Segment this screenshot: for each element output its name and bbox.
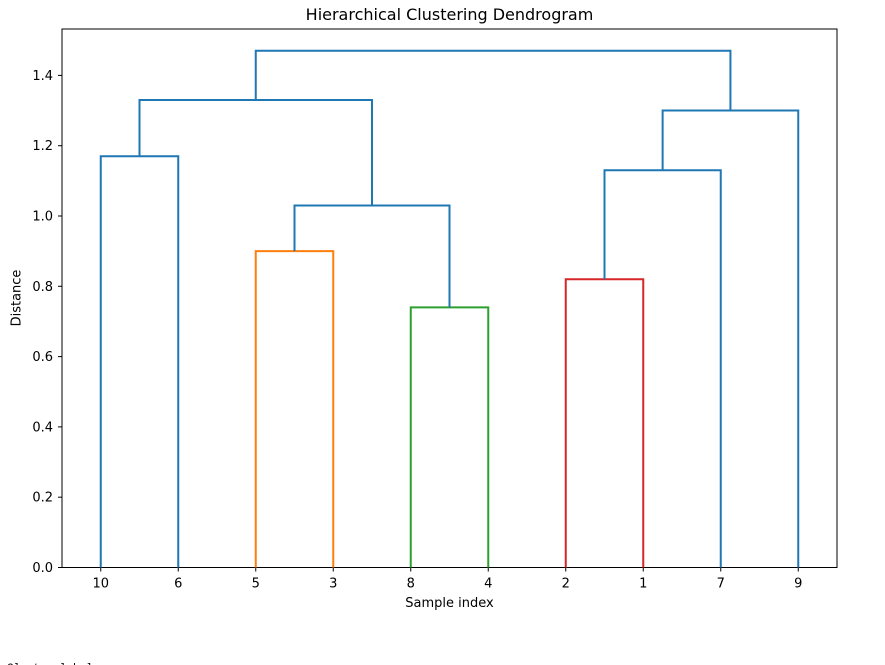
y-tick-label: 0.8	[32, 280, 53, 295]
leaf-label: 5	[252, 577, 260, 592]
leaf-label: 8	[407, 577, 415, 592]
y-tick-label: 0.4	[32, 420, 53, 435]
leaf-label: 6	[174, 577, 182, 592]
y-tick-label: 0.2	[32, 491, 53, 506]
y-tick-label: 1.4	[32, 69, 53, 84]
y-tick-label: 0.6	[32, 350, 53, 365]
x-axis-label: Sample index	[405, 596, 494, 611]
cluster-labels-caption: Cluster labels:	[7, 660, 146, 665]
y-tick-label: 1.0	[32, 209, 53, 224]
leaf-label: 9	[794, 577, 802, 592]
leaf-label: 3	[329, 577, 337, 592]
dendrogram-link	[564, 278, 645, 568]
leaf-label: 10	[92, 577, 109, 592]
dendrogram-link	[661, 109, 800, 568]
leaf-label: 4	[484, 577, 492, 592]
dendrogram-link	[138, 99, 373, 206]
console-output: Cluster labels: [1 1 3 3 3 4 1 3 2 4]	[7, 624, 146, 665]
leaf-label: 2	[562, 577, 570, 592]
axes-box	[61, 28, 838, 568]
y-tick-label: 1.2	[32, 139, 53, 154]
y-axis-label: Distance	[9, 269, 25, 327]
dendrogram-link	[99, 155, 180, 568]
dendrogram-link	[254, 250, 335, 568]
chart-title: Hierarchical Clustering Dendrogram	[305, 5, 594, 24]
dendrogram-link	[603, 169, 722, 568]
y-tick-label: 0.0	[32, 561, 53, 576]
leaf-label: 1	[639, 577, 647, 592]
leaf-label: 7	[717, 577, 725, 592]
dendrogram-link	[293, 204, 451, 308]
dendrogram-link	[254, 49, 732, 111]
dendrogram-link	[409, 306, 490, 568]
